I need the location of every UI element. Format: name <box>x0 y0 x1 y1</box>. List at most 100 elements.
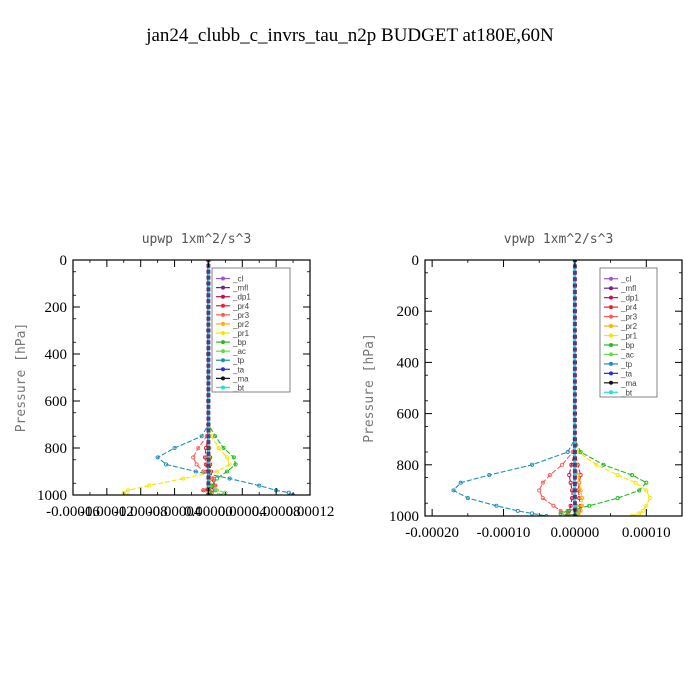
series-point-bp <box>565 508 570 513</box>
legend-label: _ta <box>620 369 633 378</box>
legend-marker <box>221 294 225 299</box>
series-point-tp <box>515 508 520 513</box>
series-point-pr1 <box>594 462 599 467</box>
plot-frame <box>424 259 683 517</box>
series-point-pr2 <box>578 488 583 493</box>
series-point-tp <box>487 472 492 478</box>
series-point-bp <box>601 462 606 467</box>
legend-label: _bt <box>620 388 633 397</box>
series-point-pr1 <box>125 488 131 493</box>
series-point-pr3 <box>537 488 542 493</box>
zero-series-marker <box>572 501 577 506</box>
zero-series-marker <box>572 456 577 461</box>
x-tick-label: -0.00016 <box>46 504 100 520</box>
series-point-pr3 <box>558 508 563 513</box>
zero-series-marker <box>572 411 577 416</box>
legend-label: _mfl <box>620 284 636 293</box>
legend-label: _mfl <box>232 284 248 293</box>
series-point-tp <box>465 496 470 501</box>
zero-series-marker <box>572 469 577 474</box>
legend-label: _dp1 <box>232 293 251 302</box>
series-point-tp <box>155 455 160 460</box>
series-point-pr1 <box>637 511 642 516</box>
legend-marker <box>221 349 225 354</box>
legend-box <box>211 267 291 393</box>
series-point-pr3 <box>196 445 201 451</box>
legend-label: _bp <box>620 341 635 350</box>
legend-label: _tp <box>232 356 245 365</box>
series-point-bp <box>629 472 635 478</box>
series-point-bp <box>224 469 230 474</box>
legend-label: _dp1 <box>620 294 639 303</box>
zero-series-marker <box>572 443 577 448</box>
legend-label: _pr3 <box>620 313 638 322</box>
legend-marker <box>609 295 613 300</box>
zero-series-marker <box>572 392 577 397</box>
zero-series-marker <box>206 275 211 280</box>
legend-marker <box>609 352 613 357</box>
legend-label: _cl <box>232 275 243 284</box>
series-point-pr2 <box>577 480 582 485</box>
y-tick-label: 800 <box>397 458 420 474</box>
zero-series-marker <box>206 299 211 304</box>
x-tick-label: 0.00000 <box>551 525 600 541</box>
legend-label: _pr2 <box>620 322 638 331</box>
series-point-pr1 <box>629 513 635 516</box>
zero-series-marker <box>572 398 577 403</box>
zero-series-marker <box>206 481 211 486</box>
series-point-pr1 <box>214 469 219 474</box>
legend-marker <box>221 321 225 326</box>
x-tick-label: 0.00012 <box>286 504 335 520</box>
series-point-dp1 <box>567 472 572 478</box>
zero-series-marker <box>572 475 577 480</box>
legend-marker <box>609 305 613 310</box>
zero-series-marker <box>206 469 211 474</box>
legend-marker <box>221 312 225 317</box>
legend-marker <box>609 361 613 366</box>
y-tick-label: 200 <box>397 304 420 320</box>
legend-marker <box>609 342 613 347</box>
legend-label: _ac <box>232 347 246 356</box>
zero-series-marker <box>206 293 211 298</box>
legend: _cl_mfl_dp1_pr4_pr3_pr2_pr1_bp_ac_tp_ta_… <box>211 267 291 393</box>
series-point-bp <box>213 434 218 439</box>
series-point-bp <box>615 496 620 501</box>
zero-series-marker <box>206 428 211 433</box>
legend-marker <box>609 371 613 376</box>
legend-marker <box>609 333 613 338</box>
zero-series-marker <box>572 309 577 314</box>
series-point-pr1 <box>216 445 221 451</box>
zero-series-marker <box>206 440 211 445</box>
zero-series-marker <box>572 328 577 333</box>
series-point-pr3 <box>191 455 196 460</box>
zero-series-marker <box>572 334 577 339</box>
zero-series-marker <box>206 375 211 380</box>
x-tick-label: -0.00010 <box>477 525 531 541</box>
y-tick-label: 0 <box>412 253 420 269</box>
series-point-tp <box>227 476 232 481</box>
legend-label: _cl <box>620 275 631 284</box>
legend-marker <box>221 358 225 363</box>
series-line-tp <box>452 260 576 516</box>
legend-marker <box>609 276 613 281</box>
series-point-tp <box>530 462 535 467</box>
zero-series-marker <box>572 277 577 282</box>
series-point-bp <box>587 503 592 508</box>
legend-label: _ac <box>620 350 634 359</box>
series-point-pr3 <box>540 496 545 501</box>
panel-title: vpwp 1xm^2/s^3 <box>504 232 614 247</box>
zero-series-marker <box>572 290 577 294</box>
legend-label: _pr3 <box>232 311 250 320</box>
zero-series-marker <box>206 281 211 286</box>
series-point-ac <box>214 488 219 493</box>
zero-series-marker <box>572 341 577 346</box>
series-point-pr1 <box>640 508 645 513</box>
zero-series-marker <box>572 430 577 435</box>
zero-series-marker <box>206 328 211 333</box>
y-axis-label: Pressure [hPa] <box>14 323 29 433</box>
series-point-dp1 <box>568 480 573 485</box>
y-axis-label: Pressure [hPa] <box>362 333 377 443</box>
series-point-dp1 <box>568 503 573 508</box>
zero-series-marker <box>206 316 211 321</box>
zero-series-marker <box>206 393 211 398</box>
